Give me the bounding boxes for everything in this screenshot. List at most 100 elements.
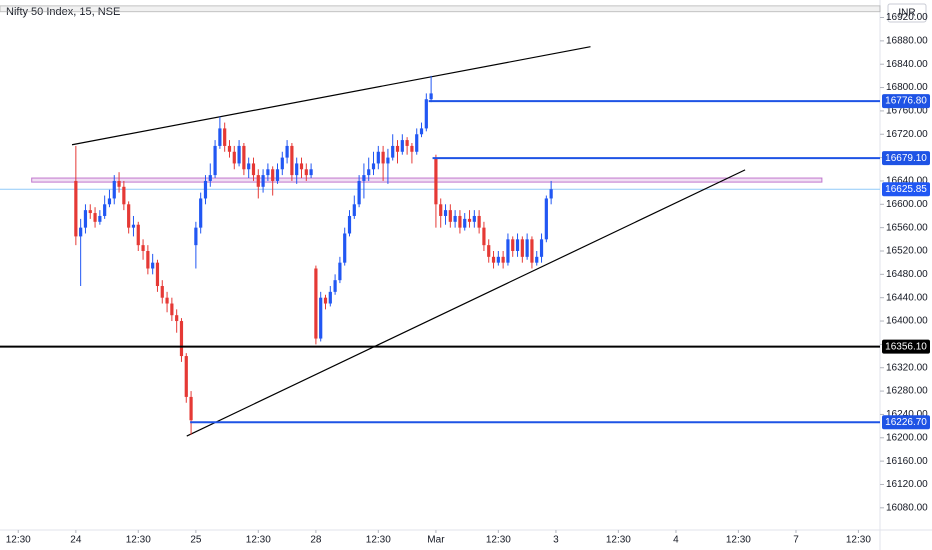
candle-body — [242, 145, 246, 170]
level-label: 16776.80 — [885, 96, 927, 107]
y-tick-label: 16400.00 — [886, 316, 928, 327]
candle-body — [338, 262, 342, 281]
candle-body — [506, 239, 510, 263]
x-tick-label: Mar — [427, 535, 445, 546]
candle-body — [247, 163, 251, 170]
candle-body — [319, 297, 323, 339]
candle-body — [424, 99, 428, 129]
x-tick-label: 4 — [673, 535, 679, 546]
candle-body — [400, 140, 404, 152]
currency-label: INR — [898, 8, 915, 19]
y-tick-label: 16640.00 — [886, 176, 928, 187]
candle-body — [304, 169, 308, 176]
candle-body — [463, 218, 467, 228]
y-tick-label: 16880.00 — [886, 35, 928, 46]
y-tick-label: 16080.00 — [886, 502, 928, 513]
candle-body — [251, 163, 256, 176]
candle-body — [482, 227, 486, 246]
candle-body — [371, 163, 376, 170]
candle-body — [535, 256, 539, 263]
currency-box[interactable] — [887, 3, 927, 23]
y-tick-label: 16840.00 — [886, 59, 928, 70]
candle-body — [280, 157, 284, 170]
y-tick-label: 16720.00 — [886, 129, 928, 140]
y-tick-label: 16320.00 — [886, 362, 928, 373]
y-tick-label: 16760.00 — [886, 106, 928, 117]
candle-body — [155, 262, 160, 287]
candle-body — [405, 140, 409, 146]
y-tick-label: 16440.00 — [886, 292, 928, 303]
x-tick-label: 7 — [793, 535, 799, 546]
candle-body — [530, 239, 534, 263]
y-tick-label: 16920.00 — [886, 12, 928, 23]
y-tick-label: 16480.00 — [886, 269, 928, 280]
level-label-box — [882, 151, 930, 166]
x-tick-label: 12:30 — [846, 535, 871, 546]
candle-body — [539, 239, 544, 257]
candle-body — [227, 145, 232, 152]
candle-body — [275, 169, 280, 181]
candle-body — [271, 169, 275, 181]
candle-body — [333, 280, 337, 292]
y-tick-label: 16160.00 — [886, 456, 928, 467]
candle-body — [453, 215, 457, 222]
candle-body — [74, 180, 78, 237]
candle-body — [175, 315, 179, 322]
candle-body — [314, 268, 318, 339]
candle-body — [117, 180, 121, 187]
level-label-box — [882, 339, 930, 354]
candle-body — [458, 215, 462, 228]
candle-body — [419, 128, 424, 135]
candle-body — [386, 157, 390, 164]
candle-body — [515, 239, 520, 251]
candle-body — [448, 210, 452, 222]
candle-body — [285, 145, 289, 158]
candle-body — [439, 204, 443, 216]
candle-body — [131, 224, 136, 228]
x-tick-label: 12:30 — [366, 535, 391, 546]
candle-body — [218, 128, 222, 146]
last-price-label: 16625.85 — [885, 184, 927, 195]
y-tick-label: 16240.00 — [886, 409, 928, 420]
candle-body — [199, 198, 203, 228]
candle-body — [179, 321, 184, 357]
x-tick-label: 12:30 — [726, 535, 751, 546]
candle-body — [266, 169, 270, 176]
x-tick-label: 25 — [190, 535, 202, 546]
level-label: 16679.10 — [885, 153, 927, 164]
candle-body — [98, 215, 102, 222]
candle-body — [290, 145, 294, 176]
candle-body — [362, 175, 366, 181]
candle-body — [415, 134, 419, 152]
candle-body — [83, 210, 88, 228]
candle-body — [357, 180, 361, 205]
x-tick-label: 28 — [310, 535, 322, 546]
candle-body — [165, 297, 169, 304]
candle-body — [520, 239, 524, 257]
x-tick-label: 12:30 — [606, 535, 631, 546]
candle-body — [544, 198, 548, 240]
candle-body — [184, 356, 188, 397]
candle-body — [237, 145, 241, 164]
candle-body — [141, 245, 145, 251]
candle-body — [472, 215, 476, 222]
candle-body — [256, 175, 260, 187]
candle-body — [194, 227, 198, 246]
zone — [0, 5, 881, 13]
last-price-box — [882, 182, 930, 197]
candle-body — [299, 163, 304, 170]
candle-body — [525, 239, 529, 257]
candle-body — [261, 175, 265, 187]
candle-body — [295, 163, 299, 176]
trendline — [186, 169, 746, 437]
candle-body — [381, 151, 385, 164]
candle-body — [79, 227, 83, 237]
candle-body — [160, 286, 164, 298]
candle-body — [203, 180, 208, 199]
candle-body — [467, 218, 472, 222]
candle-body — [208, 175, 212, 181]
candle-body — [549, 189, 553, 199]
